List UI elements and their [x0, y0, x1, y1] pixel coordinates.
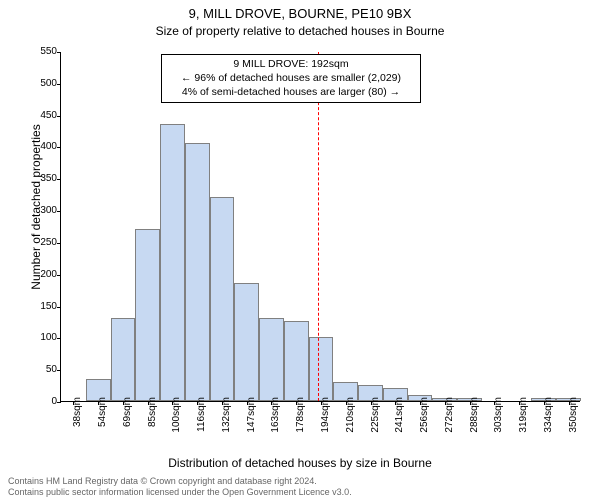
histogram-bar [284, 321, 309, 401]
y-tick-mark [57, 402, 61, 403]
histogram-bar [210, 197, 235, 401]
x-tick-mark [544, 401, 545, 405]
x-tick-mark [296, 401, 297, 405]
x-tick-mark [271, 401, 272, 405]
x-tick-mark [148, 401, 149, 405]
x-tick-mark [73, 401, 74, 405]
x-tick-mark [346, 401, 347, 405]
y-tick-mark [57, 179, 61, 180]
x-tick-label: 288sqm [470, 397, 480, 433]
x-tick-mark [494, 401, 495, 405]
histogram-bar [234, 283, 259, 401]
x-tick-mark [98, 401, 99, 405]
x-tick-label: 303sqm [494, 397, 504, 433]
y-tick-mark [57, 338, 61, 339]
histogram-bar [185, 143, 210, 401]
annotation-line-2: ← 96% of detached houses are smaller (2,… [181, 72, 401, 84]
x-tick-mark [371, 401, 372, 405]
histogram-bar [309, 337, 334, 401]
y-tick-mark [57, 243, 61, 244]
y-tick-label: 200 [21, 270, 57, 280]
y-tick-label: 250 [21, 238, 57, 248]
y-tick-mark [57, 211, 61, 212]
x-tick-label: 54sqm [98, 397, 108, 427]
chart-title-main: 9, MILL DROVE, BOURNE, PE10 9BX [0, 6, 600, 21]
x-tick-mark [420, 401, 421, 405]
y-tick-label: 550 [21, 47, 57, 57]
x-tick-label: 319sqm [519, 397, 529, 433]
attribution-line-1: Contains HM Land Registry data © Crown c… [8, 476, 317, 486]
x-tick-label: 132sqm [222, 397, 232, 433]
attribution-line-2: Contains public sector information licen… [8, 487, 352, 497]
y-tick-mark [57, 147, 61, 148]
x-tick-label: 256sqm [420, 397, 430, 433]
annotation-box: 9 MILL DROVE: 192sqm ← 96% of detached ho… [161, 54, 421, 103]
x-tick-label: 178sqm [296, 397, 306, 433]
y-tick-label: 450 [21, 111, 57, 121]
x-tick-label: 163sqm [271, 397, 281, 433]
y-tick-mark [57, 370, 61, 371]
x-tick-label: 100sqm [172, 397, 182, 433]
x-tick-label: 334sqm [544, 397, 554, 433]
y-tick-mark [57, 307, 61, 308]
x-axis-label: Distribution of detached houses by size … [0, 456, 600, 470]
x-tick-mark [445, 401, 446, 405]
y-tick-label: 50 [21, 365, 57, 375]
x-tick-label: 38sqm [73, 397, 83, 427]
attribution: Contains HM Land Registry data © Crown c… [8, 476, 352, 498]
y-tick-mark [57, 275, 61, 276]
y-tick-label: 300 [21, 206, 57, 216]
x-tick-label: 69sqm [123, 397, 133, 427]
histogram-bar [259, 318, 284, 401]
x-tick-mark [470, 401, 471, 405]
y-tick-label: 350 [21, 174, 57, 184]
x-tick-label: 272sqm [445, 397, 455, 433]
annotation-line-1: 9 MILL DROVE: 192sqm [233, 58, 348, 70]
x-tick-mark [197, 401, 198, 405]
histogram-bar [135, 229, 160, 401]
x-tick-mark [321, 401, 322, 405]
x-tick-label: 116sqm [197, 397, 207, 432]
y-tick-mark [57, 116, 61, 117]
x-tick-label: 147sqm [247, 397, 257, 433]
x-tick-mark [123, 401, 124, 405]
x-tick-label: 350sqm [569, 397, 579, 433]
x-tick-label: 210sqm [346, 397, 356, 433]
y-tick-mark [57, 52, 61, 53]
x-tick-mark [395, 401, 396, 405]
plot-area: 05010015020025030035040045050055038sqm54… [60, 52, 580, 402]
y-tick-label: 150 [21, 302, 57, 312]
annotation-line-3: 4% of semi-detached houses are larger (8… [182, 86, 400, 98]
y-tick-mark [57, 84, 61, 85]
x-tick-mark [247, 401, 248, 405]
histogram-bar [111, 318, 136, 401]
y-tick-label: 500 [21, 79, 57, 89]
y-tick-label: 400 [21, 142, 57, 152]
x-tick-label: 194sqm [321, 397, 331, 433]
x-tick-label: 225sqm [371, 397, 381, 433]
x-tick-mark [519, 401, 520, 405]
x-tick-mark [569, 401, 570, 405]
y-tick-label: 100 [21, 333, 57, 343]
x-tick-mark [222, 401, 223, 405]
reference-line [318, 52, 319, 401]
x-tick-mark [172, 401, 173, 405]
histogram-bar [160, 124, 185, 401]
chart-title-sub: Size of property relative to detached ho… [0, 24, 600, 38]
x-tick-label: 85sqm [148, 397, 158, 427]
y-tick-label: 0 [21, 397, 57, 407]
x-tick-label: 241sqm [395, 397, 405, 433]
